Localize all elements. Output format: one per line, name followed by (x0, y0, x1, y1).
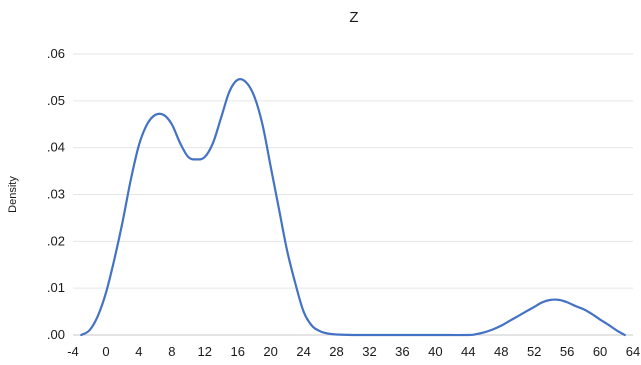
x-tick-label: 8 (168, 344, 175, 359)
x-tick-label: 48 (494, 344, 508, 359)
x-tick-label: 0 (102, 344, 109, 359)
x-tick-label: 28 (329, 344, 343, 359)
y-tick-label: .02 (47, 233, 65, 248)
density-line-series-0 (80, 77, 626, 337)
x-tick-label: 60 (593, 344, 607, 359)
x-tick-label: 24 (296, 344, 310, 359)
y-tick-label: .00 (47, 327, 65, 342)
gridlines (73, 53, 633, 289)
x-tick-label: 16 (230, 344, 244, 359)
x-tick-label: 64 (626, 344, 640, 359)
x-tick-label: 12 (198, 344, 212, 359)
series-layer (80, 77, 626, 337)
y-tick-label: .05 (47, 93, 65, 108)
x-tick-label: 56 (560, 344, 574, 359)
x-tick-label: 44 (461, 344, 475, 359)
x-tick-label: 40 (428, 344, 442, 359)
x-tick-labels: -4 0 4 8 12 16 20 24 28 32 36 40 44 48 52 56 60 64 (67, 344, 640, 359)
y-tick-labels: .00 .01 .02 .03 .04 .05 .06 (47, 46, 65, 342)
x-tick-label: 36 (395, 344, 409, 359)
y-tick-label: .03 (47, 187, 65, 202)
x-tick-label: 20 (263, 344, 277, 359)
y-tick-label: .01 (47, 280, 65, 295)
y-tick-label: .06 (47, 46, 65, 61)
y-axis-label: Density (7, 176, 19, 213)
x-tick-label: -4 (67, 344, 79, 359)
x-tick-label: 32 (362, 344, 376, 359)
chart-title: Z (349, 9, 358, 26)
x-tick-label: 4 (135, 344, 142, 359)
y-tick-label: .04 (47, 140, 65, 155)
x-tick-label: 52 (527, 344, 541, 359)
